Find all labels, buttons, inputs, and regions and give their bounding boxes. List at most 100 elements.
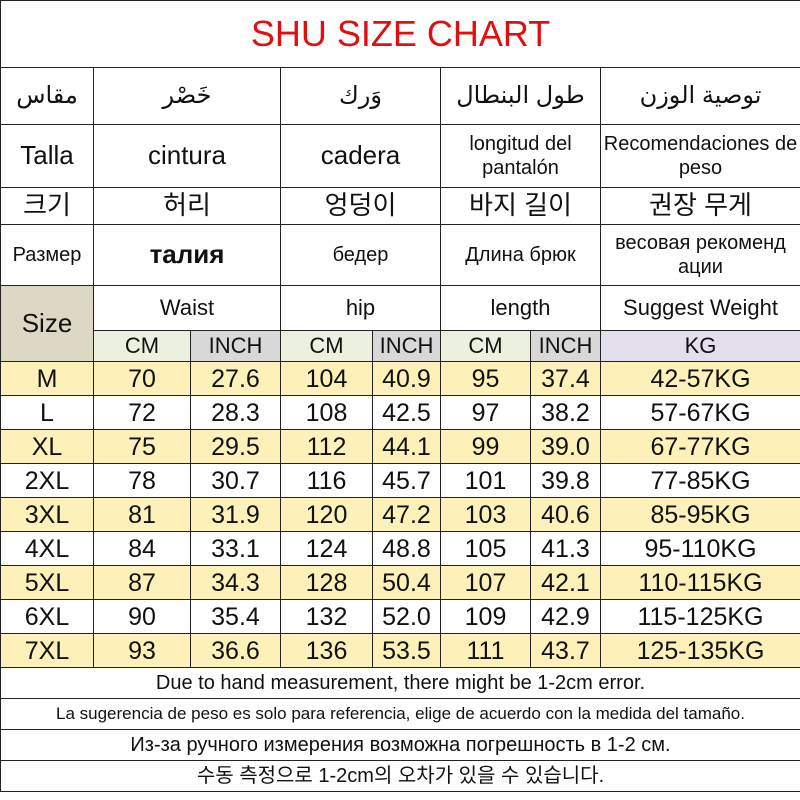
table-cell: M — [0, 361, 94, 396]
table-cell: 103 — [440, 497, 531, 532]
table-cell: 45.7 — [372, 463, 441, 498]
table-cell: 136 — [280, 633, 373, 668]
table-cell: 97 — [440, 395, 531, 430]
table-cell: 132 — [280, 599, 373, 634]
table-cell: 67-77KG — [600, 429, 800, 464]
table-cell: 85-95KG — [600, 497, 800, 532]
table-cell: 104 — [280, 361, 373, 396]
table-cell: 111 — [440, 633, 531, 668]
header-english-2: hip — [280, 285, 441, 331]
table-cell: 57-67KG — [600, 395, 800, 430]
table-cell: 37.4 — [530, 361, 601, 396]
table-cell: 50.4 — [372, 565, 441, 600]
table-cell: 44.1 — [372, 429, 441, 464]
table-cell: 95-110KG — [600, 531, 800, 566]
table-cell: 95 — [440, 361, 531, 396]
header-spanish-3: longitud del pantalón — [440, 124, 601, 188]
table-cell: 27.6 — [190, 361, 281, 396]
header-russian-0: Размер — [0, 224, 94, 286]
table-row: 5XL 87 34.3 128 50.4 107 42.1 110-115KG — [0, 565, 800, 600]
table-cell: 48.8 — [372, 531, 441, 566]
table-cell: 6XL — [0, 599, 94, 634]
table-cell: 101 — [440, 463, 531, 498]
table-cell: 31.9 — [190, 497, 281, 532]
header-row-spanish: Talla cintura cadera longitud del pantalón R… — [0, 124, 800, 188]
table-cell: 90 — [93, 599, 191, 634]
note-0: Due to hand measurement, there might be … — [0, 667, 800, 699]
header-korean-3: 바지 길이 — [440, 187, 601, 225]
header-arabic-4: توصية الوزن — [600, 67, 800, 125]
table-cell: 36.6 — [190, 633, 281, 668]
table-cell: 99 — [440, 429, 531, 464]
note-1: La sugerencia de peso es solo para refer… — [0, 698, 800, 730]
table-cell: 77-85KG — [600, 463, 800, 498]
header-english-3: length — [440, 285, 601, 331]
table-cell: 42.9 — [530, 599, 601, 634]
table-row: 2XL 78 30.7 116 45.7 101 39.8 77-85KG — [0, 463, 800, 498]
note-3: 수동 측정으로 1-2cm의 오차가 있을 수 있습니다. — [0, 760, 800, 792]
unit-inch: INCH — [190, 330, 281, 362]
table-cell: 109 — [440, 599, 531, 634]
table-row: L 72 28.3 108 42.5 97 38.2 57-67KG — [0, 395, 800, 430]
table-cell: 87 — [93, 565, 191, 600]
header-english-1: Waist — [93, 285, 281, 331]
header-korean-2: 엉덩이 — [280, 187, 441, 225]
table-row: 3XL 81 31.9 120 47.2 103 40.6 85-95KG — [0, 497, 800, 532]
table-cell: 38.2 — [530, 395, 601, 430]
table-row: 6XL 90 35.4 132 52.0 109 42.9 115-125KG — [0, 599, 800, 634]
table-cell: 43.7 — [530, 633, 601, 668]
header-spanish-4: Recomendaciones de peso — [600, 124, 800, 188]
table-cell: 52.0 — [372, 599, 441, 634]
header-korean-1: 허리 — [93, 187, 281, 225]
table-cell: 34.3 — [190, 565, 281, 600]
header-row-russian: Размер талия бедер Длина брюк весовая рекоме… — [0, 224, 800, 286]
table-cell: 41.3 — [530, 531, 601, 566]
unit-cm: CM — [93, 330, 191, 362]
table-cell: 78 — [93, 463, 191, 498]
table-cell: 4XL — [0, 531, 94, 566]
header-arabic-1: خَصْر — [93, 67, 281, 125]
unit-cm: CM — [280, 330, 373, 362]
table-cell: 128 — [280, 565, 373, 600]
table-cell: 107 — [440, 565, 531, 600]
table-cell: 110-115KG — [600, 565, 800, 600]
table-row: 7XL 93 36.6 136 53.5 111 43.7 125-135KG — [0, 633, 800, 668]
header-russian-4: весовая рекоменд ации — [600, 224, 800, 286]
table-cell: XL — [0, 429, 94, 464]
table-cell: 70 — [93, 361, 191, 396]
table-cell: 35.4 — [190, 599, 281, 634]
table-cell: 108 — [280, 395, 373, 430]
table-cell: 30.7 — [190, 463, 281, 498]
header-russian-1: талия — [93, 224, 281, 286]
unit-kg: KG — [600, 330, 800, 362]
chart-title: SHU SIZE CHART — [0, 0, 800, 68]
table-cell: 53.5 — [372, 633, 441, 668]
header-arabic-2: وَرك — [280, 67, 441, 125]
table-cell: 105 — [440, 531, 531, 566]
table-row: 4XL 84 33.1 124 48.8 105 41.3 95-110KG — [0, 531, 800, 566]
header-size: Size — [0, 285, 94, 362]
note-2: Из-за ручного измерения возможна погрешн… — [0, 729, 800, 761]
table-cell: 116 — [280, 463, 373, 498]
table-cell: 40.9 — [372, 361, 441, 396]
unit-inch: INCH — [530, 330, 601, 362]
header-row-arabic: مقاس خَصْر وَرك طول البنطال توصية الوزن — [0, 67, 800, 125]
table-row: M 70 27.6 104 40.9 95 37.4 42-57KG — [0, 361, 800, 396]
table-cell: 125-135KG — [600, 633, 800, 668]
table-cell: 39.0 — [530, 429, 601, 464]
table-cell: 120 — [280, 497, 373, 532]
table-cell: 124 — [280, 531, 373, 566]
table-cell: 28.3 — [190, 395, 281, 430]
header-row-korean: 크기 허리 엉덩이 바지 길이 권장 무게 — [0, 187, 800, 225]
table-row: XL 75 29.5 112 44.1 99 39.0 67-77KG — [0, 429, 800, 464]
table-cell: 115-125KG — [600, 599, 800, 634]
table-cell: 84 — [93, 531, 191, 566]
table-cell: 93 — [93, 633, 191, 668]
header-korean-4: 권장 무게 — [600, 187, 800, 225]
table-cell: 2XL — [0, 463, 94, 498]
header-korean-0: 크기 — [0, 187, 94, 225]
table-cell: 29.5 — [190, 429, 281, 464]
header-spanish-1: cintura — [93, 124, 281, 188]
table-cell: 3XL — [0, 497, 94, 532]
